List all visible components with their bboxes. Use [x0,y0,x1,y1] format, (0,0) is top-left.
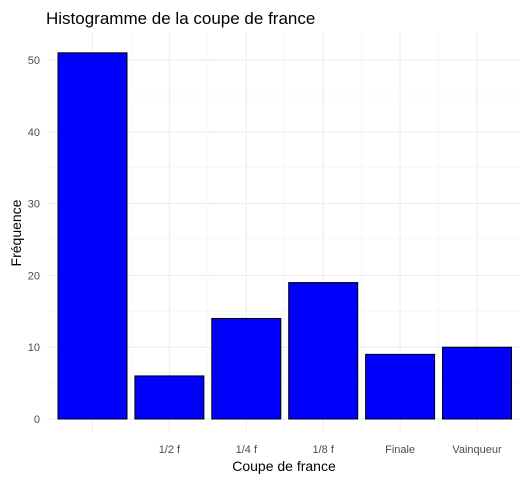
bar [442,346,512,420]
chart-title: Histogramme de la coupe de france [46,9,315,28]
y-tick-label: 40 [28,127,40,139]
x-tick-label: Finale [385,444,415,456]
y-axis-ticks: 0 10 20 30 40 50 [28,55,40,426]
y-tick-label: 50 [28,55,40,67]
bar [365,353,436,420]
y-tick-label: 10 [28,342,40,354]
y-tick-label: 0 [34,414,40,426]
x-tick-label: 1/8 f [312,444,334,456]
bar [288,282,359,420]
x-axis-ticks: 1/2 f 1/4 f 1/8 f Finale Vainqueur [159,444,502,456]
bar [57,52,128,420]
bar [134,375,205,420]
y-tick-label: 30 [28,199,40,211]
x-tick-label: 1/4 f [236,444,258,456]
x-tick-label: 1/2 f [159,444,181,456]
bar [211,317,282,420]
bars [57,52,512,420]
y-tick-label: 20 [28,270,40,282]
x-tick-label: Vainqueur [452,444,502,456]
x-axis-label: Coupe de france [232,458,336,474]
y-axis-label: Fréquence [8,199,24,266]
